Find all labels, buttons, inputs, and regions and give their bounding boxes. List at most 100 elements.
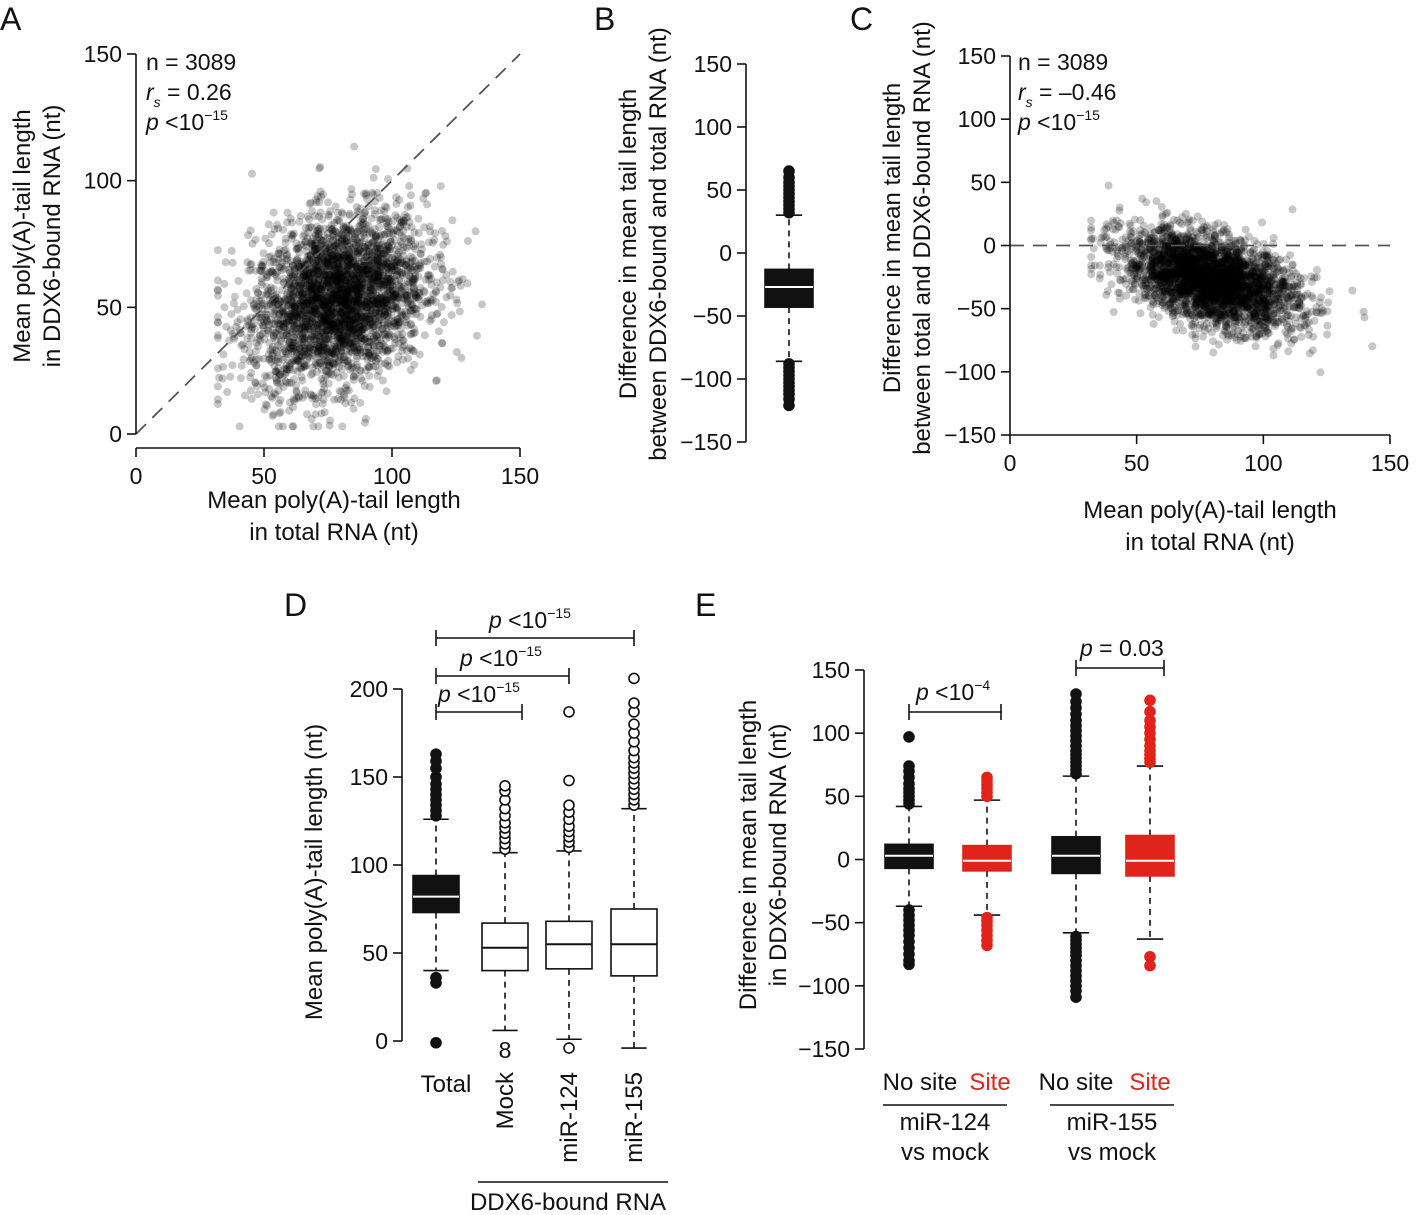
scatter-point bbox=[276, 342, 285, 351]
scatter-point bbox=[327, 298, 336, 307]
scatter-point bbox=[317, 359, 326, 368]
scatter-point bbox=[319, 377, 328, 385]
rs-label: rs = 0.26 bbox=[146, 79, 232, 110]
scatter-point bbox=[355, 252, 363, 261]
x-axis-a-tick-label: 150 bbox=[501, 463, 539, 489]
scatter-point bbox=[301, 386, 310, 395]
scatter-point bbox=[289, 395, 298, 404]
scatter-point bbox=[303, 252, 312, 261]
scatter-point bbox=[295, 272, 304, 281]
scatter-point bbox=[340, 268, 349, 277]
scatter-point bbox=[301, 314, 310, 323]
scatter-point bbox=[406, 296, 415, 305]
scatter-point bbox=[297, 325, 306, 334]
scatter-point bbox=[452, 348, 461, 356]
scatter-point bbox=[458, 275, 467, 284]
y-axis-title-a: Mean poly(A)-tail length in DDX6-bound RN… bbox=[9, 105, 66, 368]
scatter-point bbox=[332, 260, 341, 269]
scatter-point bbox=[285, 406, 294, 415]
scatter-point bbox=[323, 357, 332, 366]
scatter-point bbox=[213, 318, 222, 327]
scatter-point bbox=[298, 329, 307, 338]
scatter-point bbox=[383, 361, 392, 370]
scatter-point bbox=[338, 277, 347, 286]
scatter-point bbox=[296, 304, 305, 313]
scatter-point bbox=[299, 307, 308, 316]
scatter-point bbox=[261, 388, 270, 397]
scatter-point bbox=[369, 190, 378, 199]
scatter-point bbox=[381, 254, 390, 263]
scatter-point bbox=[228, 258, 237, 267]
scatter-point bbox=[251, 379, 260, 388]
scatter-point bbox=[373, 295, 382, 303]
scatter-point bbox=[406, 191, 415, 200]
scatter-point bbox=[404, 354, 412, 363]
scatter-point bbox=[1323, 321, 1332, 330]
scatter-point bbox=[371, 351, 380, 360]
scatter-point bbox=[259, 261, 268, 270]
scatter-point bbox=[373, 371, 382, 380]
scatter-point bbox=[295, 351, 304, 360]
scatter-point bbox=[335, 387, 344, 395]
scatter-point bbox=[414, 264, 423, 273]
scatter-point bbox=[364, 221, 373, 230]
p-exponent: −15 bbox=[204, 107, 228, 123]
scatter-point bbox=[347, 333, 356, 342]
scatter-point bbox=[311, 394, 320, 403]
scatter-point bbox=[341, 292, 350, 301]
scatter-point bbox=[283, 218, 292, 227]
scatter-point bbox=[311, 241, 320, 250]
scatter-point bbox=[326, 237, 335, 246]
scatter-point bbox=[360, 278, 369, 287]
scatter-point bbox=[289, 229, 298, 238]
scatter-point bbox=[394, 352, 403, 361]
scatter-point bbox=[336, 278, 345, 287]
scatter-point bbox=[448, 216, 457, 225]
scatter-point bbox=[345, 281, 354, 290]
scatter-point bbox=[322, 278, 331, 287]
scatter-point bbox=[375, 245, 384, 253]
scatter-point bbox=[329, 259, 338, 268]
scatter-point bbox=[432, 286, 440, 295]
scatter-point bbox=[254, 390, 263, 399]
scatter-point bbox=[295, 248, 304, 257]
scatter-point bbox=[213, 291, 222, 300]
scatter-point bbox=[420, 223, 429, 232]
scatter-point bbox=[296, 282, 305, 291]
scatter-point bbox=[326, 318, 335, 327]
scatter-point bbox=[327, 261, 335, 270]
scatter-point bbox=[393, 304, 402, 313]
scatter-point bbox=[267, 267, 276, 276]
scatter-point bbox=[236, 374, 245, 383]
scatter-point bbox=[315, 281, 323, 290]
scatter-point bbox=[361, 266, 370, 275]
scatter-point bbox=[357, 301, 366, 310]
scatter-point bbox=[359, 242, 368, 251]
scatter-point bbox=[316, 163, 325, 171]
scatter-point bbox=[371, 336, 380, 345]
scatter-point bbox=[279, 225, 288, 234]
scatter-point bbox=[372, 331, 381, 340]
scatter-point bbox=[407, 223, 416, 232]
scatter-point bbox=[348, 263, 357, 272]
scatter-point bbox=[312, 256, 321, 265]
scatter-point bbox=[368, 258, 377, 267]
scatter-point bbox=[1109, 308, 1118, 316]
y-axis-b-tick-label: −50 bbox=[693, 303, 732, 329]
scatter-point bbox=[456, 281, 465, 290]
scatter-point bbox=[292, 394, 301, 403]
scatter-point bbox=[353, 293, 362, 301]
scatter-point bbox=[381, 310, 389, 319]
scatter-point bbox=[432, 376, 441, 385]
scatter-point bbox=[344, 257, 353, 266]
scatter-point bbox=[284, 339, 293, 348]
scatter-point bbox=[284, 350, 293, 359]
y-axis-a-tick-label: 100 bbox=[84, 168, 122, 194]
scatter-point bbox=[279, 319, 288, 328]
scatter-point bbox=[268, 393, 277, 402]
scatter-point bbox=[366, 332, 375, 341]
scatter-point bbox=[283, 250, 292, 259]
scatter-point bbox=[321, 372, 330, 381]
scatter-point bbox=[354, 222, 363, 231]
